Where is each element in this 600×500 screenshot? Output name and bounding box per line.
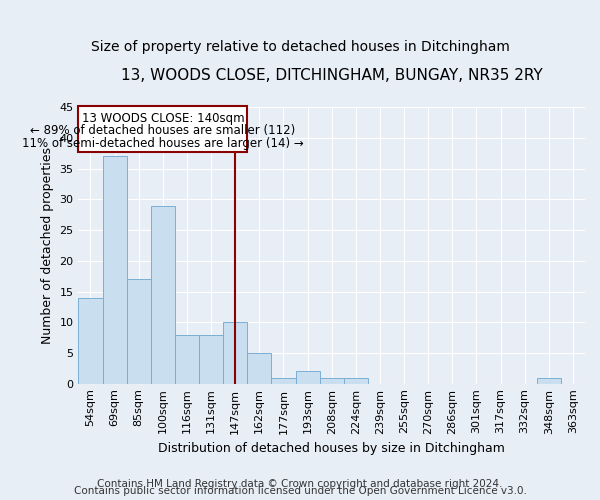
Text: Contains HM Land Registry data © Crown copyright and database right 2024.: Contains HM Land Registry data © Crown c…: [97, 479, 503, 489]
Bar: [537, 378, 561, 384]
Y-axis label: Number of detached properties: Number of detached properties: [41, 147, 54, 344]
Bar: [103, 156, 127, 384]
Title: 13, WOODS CLOSE, DITCHINGHAM, BUNGAY, NR35 2RY: 13, WOODS CLOSE, DITCHINGHAM, BUNGAY, NR…: [121, 68, 542, 82]
X-axis label: Distribution of detached houses by size in Ditchingham: Distribution of detached houses by size …: [158, 442, 505, 455]
Bar: [79, 298, 103, 384]
Text: 13 WOODS CLOSE: 140sqm: 13 WOODS CLOSE: 140sqm: [82, 112, 244, 125]
Text: 11% of semi-detached houses are larger (14) →: 11% of semi-detached houses are larger (…: [22, 137, 304, 150]
Bar: [127, 280, 151, 384]
Bar: [296, 372, 320, 384]
Text: ← 89% of detached houses are smaller (112): ← 89% of detached houses are smaller (11…: [30, 124, 295, 138]
Bar: [344, 378, 368, 384]
Bar: [79, 106, 247, 152]
Text: Size of property relative to detached houses in Ditchingham: Size of property relative to detached ho…: [91, 40, 509, 54]
Bar: [175, 334, 199, 384]
Bar: [320, 378, 344, 384]
Bar: [223, 322, 247, 384]
Bar: [271, 378, 296, 384]
Bar: [199, 334, 223, 384]
Bar: [247, 353, 271, 384]
Bar: [151, 206, 175, 384]
Text: Contains public sector information licensed under the Open Government Licence v3: Contains public sector information licen…: [74, 486, 526, 496]
